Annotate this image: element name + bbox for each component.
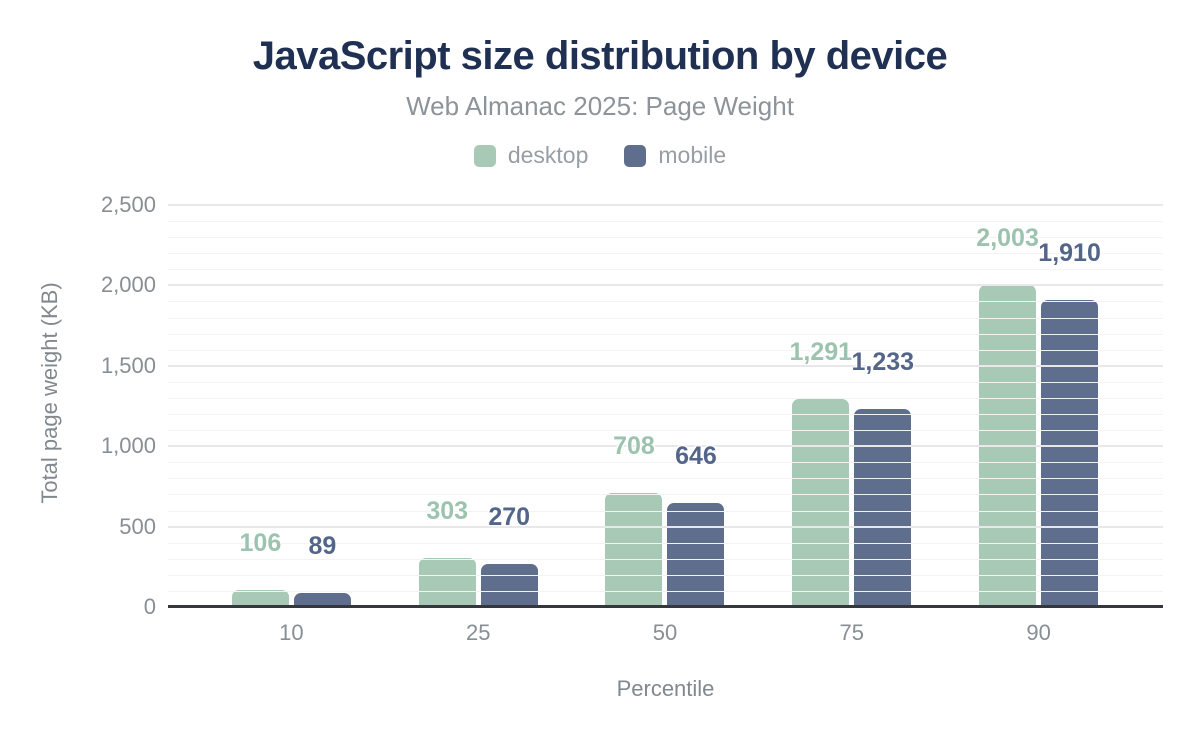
- y-axis-tick-labels: 0 500 1,000 1,500 2,000 2,500: [0, 192, 156, 619]
- gridline-2400: [168, 221, 1163, 223]
- gridline-1300: [168, 397, 1163, 399]
- gridline-700: [168, 494, 1163, 496]
- gridline-300: [168, 558, 1163, 560]
- y-tick-1500: 1,500: [100, 352, 156, 378]
- bar-slot-desktop-p10: 106: [231, 529, 289, 607]
- gridline-1000: [168, 445, 1163, 448]
- gridline-800: [168, 478, 1163, 480]
- gridline-1200: [168, 414, 1163, 416]
- x-tick-10: 10: [279, 620, 304, 645]
- mobile-swatch-icon: [624, 144, 647, 167]
- chart-subtitle: Web Almanac 2025: Page Weight: [406, 91, 794, 121]
- gridline-1400: [168, 381, 1163, 383]
- bar-group-p50: 708 646 50: [572, 205, 759, 645]
- x-tick-90: 90: [1026, 620, 1051, 645]
- gridline-100: [168, 590, 1163, 592]
- bar-groups: 106 89 10 303 270 25 708 646 50 1,291 1,233 75 2,003…: [198, 205, 1132, 645]
- bar-value-label-mobile-p75: 1,233: [851, 347, 915, 376]
- desktop-swatch-icon: [473, 144, 496, 167]
- gridline-2500: [168, 204, 1163, 206]
- bar-mobile-p25[interactable]: [480, 563, 538, 607]
- gridline-1700: [168, 333, 1163, 335]
- legend-label-mobile: mobile: [658, 142, 727, 168]
- y-tick-2500: 2,500: [100, 192, 156, 217]
- bar-slot-mobile-p90: 1,910: [1038, 239, 1101, 607]
- gridline-1900: [168, 301, 1163, 303]
- bar-slot-mobile-p25: 270: [480, 503, 538, 607]
- bar-slot-mobile-p10: 89: [293, 532, 351, 607]
- x-axis-title: Percentile: [616, 676, 715, 701]
- gridline-2000: [168, 284, 1163, 287]
- gridline-1600: [168, 349, 1163, 351]
- legend-item-mobile[interactable]: mobile: [624, 142, 726, 169]
- bar-value-label-desktop-p75: 1,291: [789, 338, 853, 367]
- y-tick-2000: 2,000: [100, 272, 156, 298]
- gridline-500: [168, 525, 1163, 528]
- bar-value-label-mobile-p50: 646: [675, 442, 717, 471]
- gridline-2100: [168, 269, 1163, 271]
- bar-value-label-mobile-p90: 1,910: [1038, 238, 1101, 267]
- chart-title: JavaScript size distribution by device: [252, 34, 948, 78]
- bar-value-label-desktop-p50: 708: [613, 432, 655, 461]
- y-tick-500: 500: [119, 513, 156, 539]
- gridline-1800: [168, 317, 1163, 319]
- bar-pair-p90: 2,003 1,910: [945, 205, 1132, 607]
- bar-group-p25: 303 270 25: [385, 205, 572, 645]
- bar-mobile-p90[interactable]: [1041, 299, 1099, 607]
- gridline-400: [168, 542, 1163, 544]
- x-tick-25: 25: [465, 620, 491, 645]
- bar-mobile-p50[interactable]: [667, 503, 725, 607]
- bar-pair-p25: 303 270: [385, 205, 572, 607]
- gridline-1500: [168, 364, 1163, 367]
- y-tick-0: 0: [143, 594, 156, 619]
- bar-value-label-desktop-p10: 106: [239, 528, 282, 557]
- gridline-900: [168, 462, 1163, 464]
- bar-group-p75: 1,291 1,233 75: [758, 205, 945, 645]
- bar-pair-p50: 708 646: [572, 205, 759, 607]
- plot-area: 106 89 10 303 270 25 708 646 50 1,291 1,233 75 2,003…: [168, 204, 1163, 645]
- bar-value-label-desktop-p90: 2,003: [976, 223, 1039, 252]
- bar-pair-p75: 1,291 1,233: [758, 205, 945, 607]
- gridline-200: [168, 574, 1163, 576]
- x-tick-50: 50: [652, 620, 678, 645]
- bar-pair-p10: 106 89: [198, 205, 385, 607]
- bar-desktop-p75[interactable]: [792, 399, 850, 607]
- gridline-600: [168, 510, 1163, 512]
- bar-slot-mobile-p75: 1,233: [852, 348, 914, 607]
- gridline-2300: [168, 237, 1163, 239]
- y-tick-1000: 1,000: [100, 433, 156, 459]
- bar-desktop-p50[interactable]: [605, 493, 663, 607]
- legend-item-desktop[interactable]: desktop: [473, 142, 589, 169]
- bar-mobile-p75[interactable]: [854, 408, 912, 607]
- x-axis-line: [168, 605, 1163, 608]
- bar-value-label-mobile-p25: 270: [488, 502, 531, 531]
- gridline-1100: [168, 430, 1163, 432]
- bar-slot-desktop-p75: 1,291: [790, 338, 852, 607]
- bar-desktop-p10[interactable]: [231, 589, 289, 607]
- gridline-2200: [168, 253, 1163, 255]
- legend-label-desktop: desktop: [507, 142, 589, 168]
- bar-value-label-desktop-p25: 303: [426, 497, 469, 526]
- legend: desktop mobile: [0, 142, 1200, 169]
- bar-mobile-p10[interactable]: [293, 592, 351, 607]
- x-tick-75: 75: [839, 620, 865, 645]
- bar-slot-desktop-p25: 303: [418, 497, 476, 607]
- bar-group-p10: 106 89 10: [198, 205, 385, 645]
- bar-slot-desktop-p50: 708: [605, 432, 663, 607]
- bar-desktop-p25[interactable]: [418, 558, 476, 607]
- bar-group-p90: 2,003 1,910 90: [945, 205, 1132, 645]
- bar-slot-mobile-p50: 646: [667, 442, 725, 607]
- bar-value-label-mobile-p10: 89: [308, 531, 337, 560]
